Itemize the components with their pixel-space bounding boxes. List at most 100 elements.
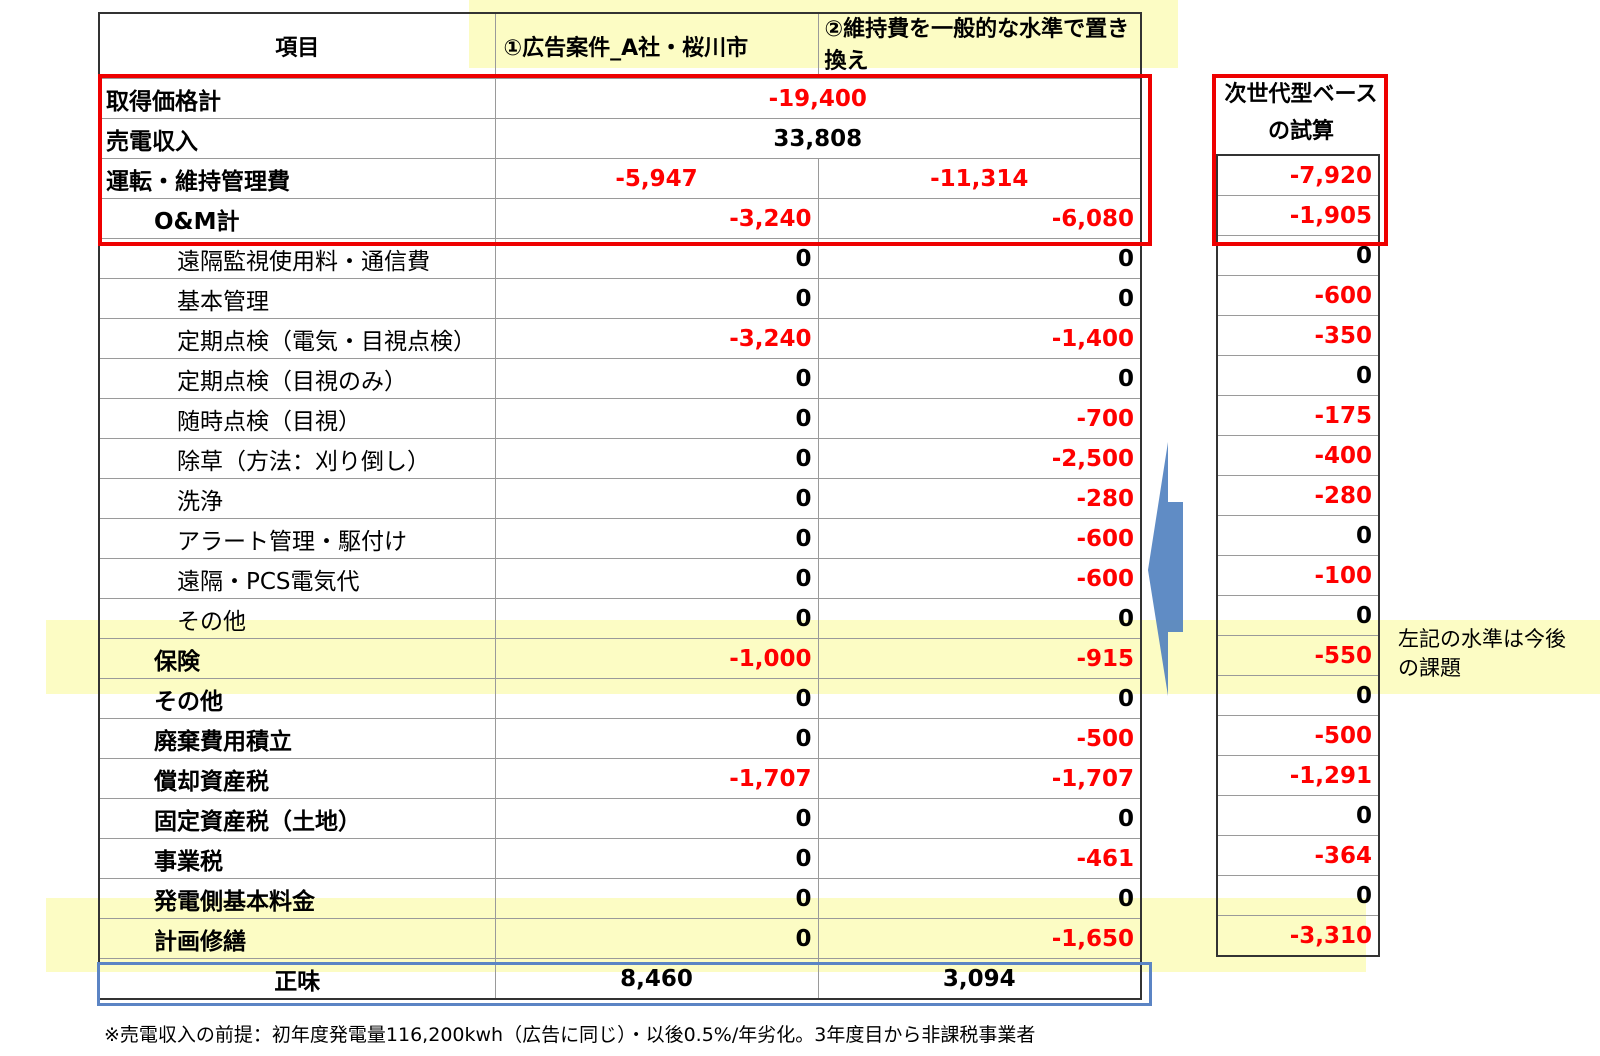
table-row: -600 <box>1216 275 1380 316</box>
table-row: -3,310 <box>1216 915 1380 957</box>
row-label: 事業税 <box>98 838 496 879</box>
row-label: その他 <box>98 678 496 719</box>
col3-value: 0 <box>1216 875 1380 916</box>
col3-value: -500 <box>1216 715 1380 756</box>
table-row: -364 <box>1216 835 1380 876</box>
row-label: 定期点検（目視のみ） <box>98 358 496 399</box>
row-label: 運転・維持管理費 <box>98 158 496 199</box>
col3-value: 0 <box>1216 795 1380 836</box>
col2-value: 0 <box>817 678 1142 719</box>
table-row: 償却資産税 -1,707 -1,707 <box>98 758 1142 799</box>
col2-value: -915 <box>817 638 1142 679</box>
merged-value: -19,400 <box>494 78 1142 119</box>
col2-value: -11,314 <box>817 158 1142 199</box>
left-arrow-icon <box>1148 442 1183 696</box>
table-row: 取得価格計 -19,400 <box>98 78 1142 119</box>
col2-value: 0 <box>817 878 1142 919</box>
item-header: 項目 <box>98 12 496 79</box>
row-label: 遠隔・PCS電気代 <box>98 558 496 599</box>
row-label: アラート管理・駆付け <box>98 518 496 559</box>
table-row: アラート管理・駆付け 0 -600 <box>98 518 1142 559</box>
table-row: 0 <box>1216 235 1380 276</box>
col1-value: 0 <box>494 278 819 319</box>
row-label: 取得価格計 <box>98 78 496 119</box>
table-row: -550 <box>1216 635 1380 676</box>
acquisition-red-box <box>98 74 1152 246</box>
col3-value: -1,291 <box>1216 755 1380 796</box>
table-row: 0 <box>1216 675 1380 716</box>
col2-value: 0 <box>817 798 1142 839</box>
table-row: -350 <box>1216 315 1380 356</box>
row-label: 計画修繕 <box>98 918 496 959</box>
col2-value: -600 <box>817 558 1142 599</box>
col1-value: 0 <box>494 478 819 519</box>
row-label: 除草（方法：刈り倒し） <box>98 438 496 479</box>
col2-value: -600 <box>817 518 1142 559</box>
table-row: その他 0 0 <box>98 598 1142 639</box>
col3-value: 0 <box>1216 595 1380 636</box>
table-row: -1,905 <box>1216 195 1380 236</box>
col1-value: 0 <box>494 838 819 879</box>
next-gen-header: 次世代型ベースの試算 <box>1224 82 1378 144</box>
col3-value: -3,310 <box>1216 915 1380 957</box>
side-note: 左記の水準は今後の課題 <box>1398 627 1566 680</box>
table-row: 洗浄 0 -280 <box>98 478 1142 519</box>
col3-value: -600 <box>1216 275 1380 316</box>
col3-value: 0 <box>1216 515 1380 556</box>
col3-value: -1,905 <box>1216 195 1380 236</box>
table-row: -100 <box>1216 555 1380 596</box>
table-row: 売電収入 33,808 <box>98 118 1142 159</box>
col2-value: -2,500 <box>817 438 1142 479</box>
comparison-table: 項目 ①広告案件_A社・桜川市 ②維持費を一般的な水準で置き換え 取得価格計 -19,4… <box>98 12 1142 1000</box>
col3-value: -350 <box>1216 315 1380 356</box>
col2-value: -280 <box>817 478 1142 519</box>
col3-value: -175 <box>1216 395 1380 436</box>
col2-value: -1,707 <box>817 758 1142 799</box>
total-blue-box <box>97 962 1152 1006</box>
col3-value: -364 <box>1216 835 1380 876</box>
row-label: 洗浄 <box>98 478 496 519</box>
col1-value: 0 <box>494 518 819 559</box>
col1-value: -1,000 <box>494 638 819 679</box>
table-row: -500 <box>1216 715 1380 756</box>
row-label: 基本管理 <box>98 278 496 319</box>
col2-value: -700 <box>817 398 1142 439</box>
col2-value: 0 <box>817 278 1142 319</box>
col3-value: -550 <box>1216 635 1380 676</box>
next-gen-table: -7,920 -1,905 0 -600 -350 0 -175 -400 -280 0 -100 0… <box>1216 154 1380 957</box>
table-row: 廃棄費用積立 0 -500 <box>98 718 1142 759</box>
col2-value: -461 <box>817 838 1142 879</box>
table-row: 運転・維持管理費 -5,947 -11,314 <box>98 158 1142 199</box>
row-label: 償却資産税 <box>98 758 496 799</box>
table-row: 0 <box>1216 595 1380 636</box>
col1-value: -3,240 <box>494 318 819 359</box>
col1-value: 0 <box>494 438 819 479</box>
col1-value: 0 <box>494 718 819 759</box>
col3-value: -7,920 <box>1216 154 1380 196</box>
col1-value: -5,947 <box>494 158 819 199</box>
table-row: 保険 -1,000 -915 <box>98 638 1142 679</box>
col3-value: -100 <box>1216 555 1380 596</box>
table-row: 除草（方法：刈り倒し） 0 -2,500 <box>98 438 1142 479</box>
col1-value: 0 <box>494 918 819 959</box>
col2-value: -1,400 <box>817 318 1142 359</box>
table-row: その他 0 0 <box>98 678 1142 719</box>
table-row: -280 <box>1216 475 1380 516</box>
table-row: 定期点検（目視のみ） 0 0 <box>98 358 1142 399</box>
table-row: -175 <box>1216 395 1380 436</box>
col2-header: ②維持費を一般的な水準で置き換え <box>817 12 1142 79</box>
row-label: 保険 <box>98 638 496 679</box>
col1-header: ①広告案件_A社・桜川市 <box>494 12 819 79</box>
table-row: 固定資産税（土地） 0 0 <box>98 798 1142 839</box>
row-label: 随時点検（目視） <box>98 398 496 439</box>
header-row: 項目 ①広告案件_A社・桜川市 ②維持費を一般的な水準で置き換え <box>98 12 1142 79</box>
merged-value: 33,808 <box>494 118 1142 159</box>
table-row: -1,291 <box>1216 755 1380 796</box>
next-gen-red-box <box>1212 74 1388 246</box>
col1-value: 0 <box>494 598 819 639</box>
col1-value: -1,707 <box>494 758 819 799</box>
table-row: 定期点検（電気・目視点検） -3,240 -1,400 <box>98 318 1142 359</box>
col3-value: 0 <box>1216 675 1380 716</box>
col1-value: 0 <box>494 678 819 719</box>
table-row: 0 <box>1216 515 1380 556</box>
